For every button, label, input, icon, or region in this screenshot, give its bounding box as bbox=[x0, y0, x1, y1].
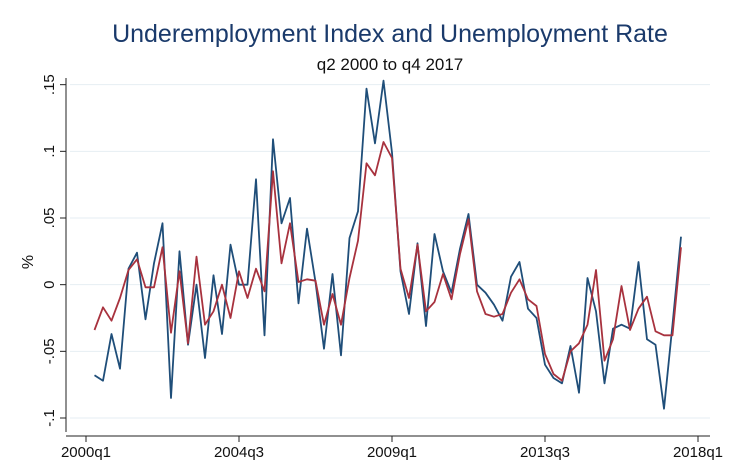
y-tick-label: .05 bbox=[41, 208, 58, 229]
chart-title: Underemployment Index and Unemployment R… bbox=[112, 20, 668, 48]
x-tick-label: 2018q1 bbox=[673, 444, 723, 461]
series-line-red bbox=[93, 141, 682, 382]
x-tick-labels: 2000q1 2004q3 2009q1 2013q3 2018q1 bbox=[61, 444, 723, 461]
chart-subtitle: q2 2000 to q4 2017 bbox=[317, 55, 464, 74]
y-tick-label: -.05 bbox=[41, 338, 58, 364]
y-axis-title: % bbox=[20, 255, 37, 269]
y-tick-label: -.1 bbox=[41, 409, 58, 427]
axes bbox=[60, 78, 710, 442]
series-lines bbox=[93, 79, 682, 410]
x-tick-label: 2004q3 bbox=[214, 444, 264, 461]
y-tick-label: 0 bbox=[41, 280, 58, 288]
y-tick-label: .1 bbox=[41, 145, 58, 158]
y-tick-label: .15 bbox=[41, 74, 58, 95]
x-tick-label: 2013q3 bbox=[520, 444, 570, 461]
x-tick-label: 2009q1 bbox=[367, 444, 417, 461]
y-tick-labels: -.1 -.05 0 .05 .1 .15 bbox=[41, 74, 58, 427]
x-tick-label: 2000q1 bbox=[61, 444, 111, 461]
